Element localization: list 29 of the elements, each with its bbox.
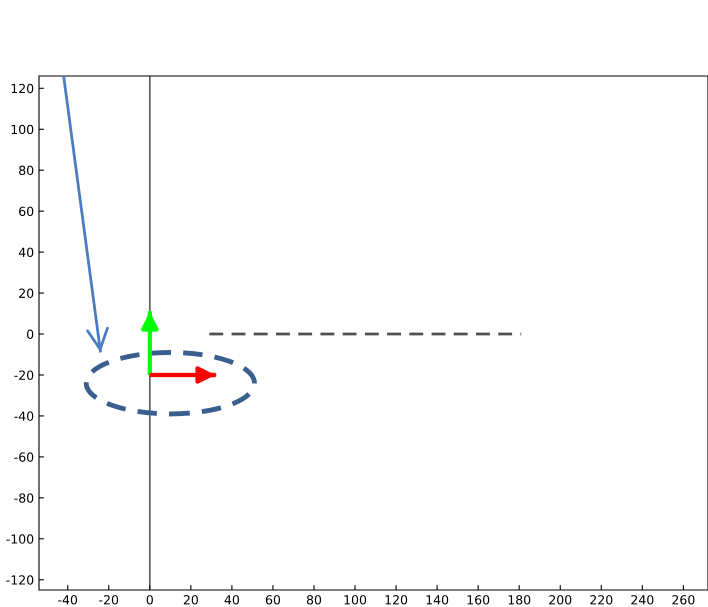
y-tick-label: 100 [12, 124, 34, 134]
x-tick-label: 200 [549, 595, 572, 605]
y-tick-label: -80 [14, 493, 34, 503]
x-tick-label: 100 [344, 595, 366, 605]
y-tick-label: 60 [19, 206, 34, 216]
x-tick-label: 0 [146, 595, 153, 605]
y-tick-label: -60 [14, 452, 34, 462]
x-tick-label: -20 [99, 595, 118, 605]
x-tick-label: 240 [631, 595, 654, 605]
x-tick-label: 220 [590, 595, 612, 605]
y-tick-label: -20 [14, 370, 34, 380]
y-tick-label: 20 [19, 288, 34, 298]
x-tick-label: 260 [672, 595, 694, 605]
x-tick-label: 160 [468, 595, 490, 605]
y-tick-label: -120 [6, 575, 34, 585]
y-tick-label: 0 [27, 329, 34, 339]
y-tick-label: 80 [19, 166, 34, 176]
y-tick-label: -100 [6, 534, 34, 544]
x-tick-label: 40 [224, 595, 240, 605]
x-tick-label: 120 [386, 595, 408, 605]
y-tick-label: 120 [12, 84, 34, 94]
x-tick-label: 60 [266, 595, 280, 605]
x-tick-label: 80 [306, 595, 322, 605]
x-tick-label: 20 [184, 595, 198, 605]
x-tick-label: 180 [508, 595, 530, 605]
y-tick-label: 40 [18, 248, 34, 258]
y-tick-label: -40 [14, 411, 34, 421]
x-tick-label: -40 [58, 595, 78, 605]
x-tick-label: 140 [426, 595, 448, 605]
